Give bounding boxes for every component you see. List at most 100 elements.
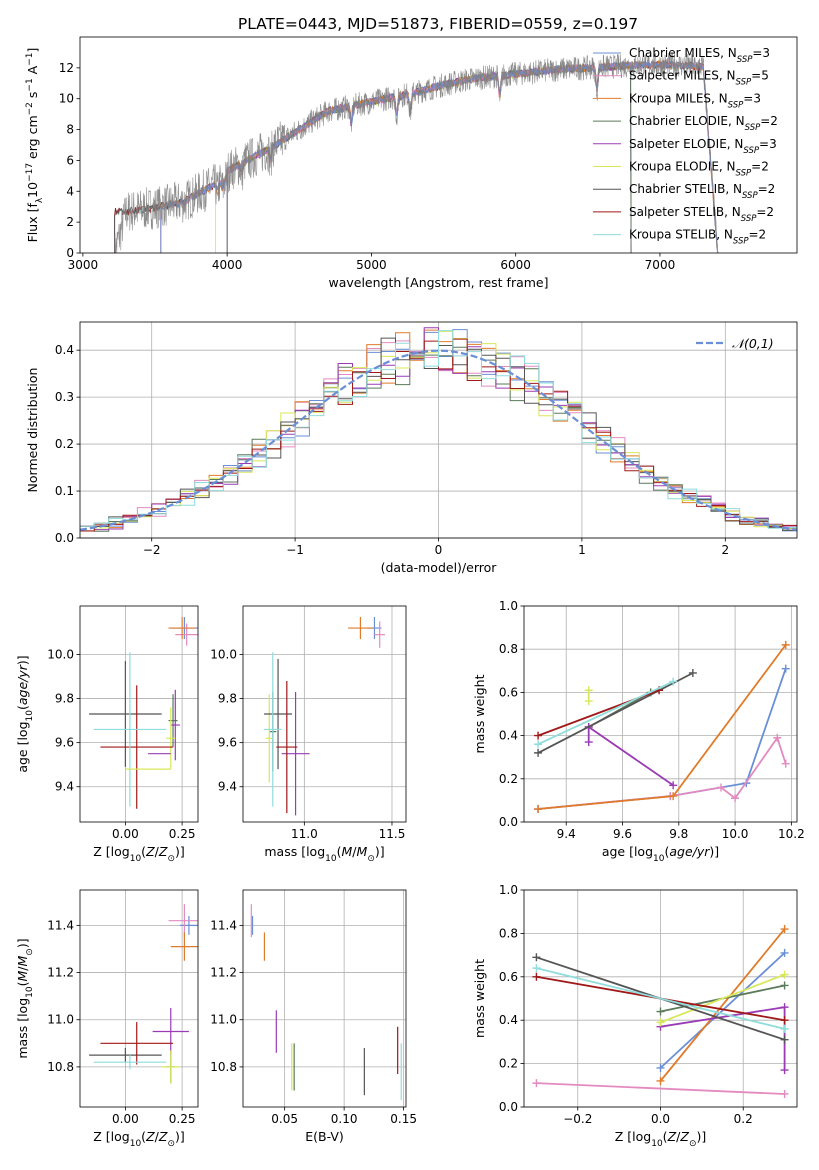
series-kroupa-miles (534, 640, 790, 814)
x-tick-label: −1 (286, 543, 304, 557)
y-axis-label-part: age [log (15, 721, 30, 772)
y-tick-label: 0.0 (55, 531, 74, 545)
y-axis-label-part: −17 (25, 163, 35, 182)
y-tick-label: 11.4 (47, 918, 74, 932)
legend-nssp: =3 (759, 137, 777, 151)
x-axis-label-part: Z (679, 1129, 689, 1144)
legend-subscript: SSP (733, 237, 749, 247)
panel-weight_vs_Z: −0.2 0.0 0.20.00.20.40.60.81.0Z [log10(Z/Z… (472, 883, 798, 1149)
x-axis-label-part: E(B-V) (305, 1129, 344, 1144)
grid-lines (524, 605, 797, 823)
series-marker (781, 759, 790, 768)
y-tick-label: 9.6 (55, 736, 74, 750)
x-axis-label: Z [log10(Z/Z⊙)] (93, 844, 185, 864)
x-axis-label: mass [log10(M/M⊙)] (264, 844, 384, 864)
legend-nssp: =5 (751, 69, 769, 83)
y-axis-label: mass weight (472, 959, 487, 1038)
x-axis-label-part: )] (375, 844, 385, 859)
point-salpeter-elodie (170, 689, 180, 761)
series-marker (584, 697, 593, 706)
x-axis-label-part: )] (175, 1129, 185, 1144)
legend-model: Kroupa MILES, N (629, 91, 728, 105)
point-salpeter-miles (175, 623, 198, 646)
plot-area (89, 904, 198, 1084)
y-tick-label: 10.8 (210, 1060, 237, 1074)
series-marker (780, 970, 789, 979)
x-axis-label: wavelength [Angstrom, rest frame] (328, 275, 548, 290)
series-chabrier-stelib (534, 668, 697, 757)
panel-weight_vs_age: 9.4 9.6 9.8 10.0 10.2 0.0 0.2 0.4 0.6 0.8 1.0 age [… (472, 599, 805, 864)
point-salpeter-elodie (152, 1007, 189, 1056)
x-axis-label-part: age [log (602, 844, 653, 859)
y-tick-label: 11.2 (210, 966, 237, 980)
series-marker (532, 1079, 541, 1088)
y-tick-label: 9.4 (55, 780, 74, 794)
legend-subscript: SSP (743, 146, 759, 156)
y-tick-label: 0.4 (55, 343, 74, 357)
legend-nssp: =3 (743, 91, 761, 105)
grid-lines (80, 890, 198, 1107)
y-axis-label-part: mass weight (472, 959, 487, 1038)
legend-subscript: SSP (728, 100, 744, 110)
plot-area (114, 52, 719, 253)
series-chabrier-miles (656, 948, 789, 1072)
panel-age_vs_Z: 0.00 0.259.49.69.810.0Z [log10(Z/Z⊙)]age … (15, 605, 199, 864)
x-tick-label: 11.5 (379, 827, 406, 841)
legend-subscript: SSP (745, 123, 761, 133)
y-tick-label: 0.3 (55, 390, 74, 404)
point-kroupa-stelib (93, 1055, 167, 1070)
y-tick-label: 0.8 (499, 642, 518, 656)
legend-label: Salpeter MILES, NSSP=5 (629, 69, 769, 88)
series-marker (656, 1007, 665, 1016)
series-marker (780, 1003, 789, 1012)
y-tick-label: 10 (59, 92, 74, 106)
axes-frame: −0.2 0.0 0.20.00.20.40.60.81.0Z [log10(Z/Z… (472, 883, 798, 1149)
y-axis-label: Flux [fλ10−17 erg cm−2 s−1 A−1] (25, 48, 45, 243)
x-tick-label: 9.8 (669, 827, 688, 841)
x-tick-label: −0.2 (563, 1112, 592, 1126)
legend-model: Chabrier MILES, N (629, 46, 737, 60)
x-tick-label: 7000 (645, 258, 676, 272)
x-tick-label: 2 (721, 543, 729, 557)
point-kroupa-miles (170, 932, 198, 961)
legend-model: Salpeter ELODIE, N (629, 137, 743, 151)
series-salpeter-stelib (534, 686, 664, 740)
series-marker (717, 783, 726, 792)
series-line (537, 672, 694, 754)
y-tick-label: 0.2 (499, 1057, 518, 1071)
observed-spectrum (114, 52, 718, 253)
x-axis-label-part: 10 (130, 854, 142, 864)
axes-frame: −2 −1 0 1 2 0.0 0.1 0.2 0.3 0.4 (data-model)/error… (25, 321, 798, 575)
series-line (659, 928, 786, 1082)
panel-residuals: −2 −1 0 1 2 0.0 0.1 0.2 0.3 0.4 (data-model)/error… (25, 321, 798, 575)
x-tick-label: 3000 (68, 258, 99, 272)
legend-label: Salpeter STELIB, NSSP=2 (629, 205, 774, 224)
gaussian-curve (80, 349, 797, 531)
series-kroupa-elodie (656, 970, 789, 1027)
x-axis-label-part: )] (709, 844, 719, 859)
series-salpeter-elodie (584, 722, 678, 790)
x-tick-label: 0.25 (169, 1112, 196, 1126)
point-kroupa-miles (348, 617, 373, 640)
axes-border (242, 605, 407, 823)
y-axis-label-part: 10 (25, 986, 35, 998)
axes-border (79, 605, 199, 823)
y-axis-label-part: M (15, 971, 30, 982)
series-line (536, 1082, 785, 1095)
x-tick-label: 0.2 (734, 1112, 753, 1126)
series-marker (780, 1024, 789, 1033)
series-line (538, 735, 787, 810)
y-axis-label: mass [log10(M/M⊙)] (15, 938, 35, 1058)
x-axis-label-part: 10 (653, 854, 665, 864)
series-kroupa-stelib (532, 964, 789, 1033)
series-marker (780, 925, 789, 934)
x-axis-label-part: Z (667, 1129, 677, 1144)
point-salpeter-stelib (100, 1022, 174, 1065)
point-chabrier-miles (179, 915, 198, 935)
x-tick-label: 11.0 (291, 827, 318, 841)
y-axis-label-part: )] (15, 655, 30, 665)
y-axis-label-part: age/yr (15, 664, 30, 705)
x-tick-label: 0.00 (112, 1112, 139, 1126)
y-tick-label: 0.8 (499, 926, 518, 940)
point-salpeter-miles (168, 904, 198, 938)
